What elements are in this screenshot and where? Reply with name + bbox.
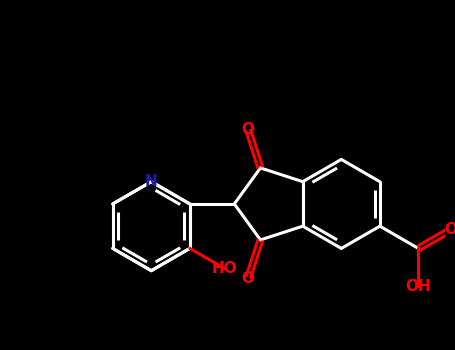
Text: HO: HO [212,261,238,276]
Text: O: O [242,271,255,286]
Text: N: N [145,174,157,189]
Text: O: O [242,122,255,137]
Text: OH: OH [405,279,431,294]
Text: O: O [445,222,455,237]
